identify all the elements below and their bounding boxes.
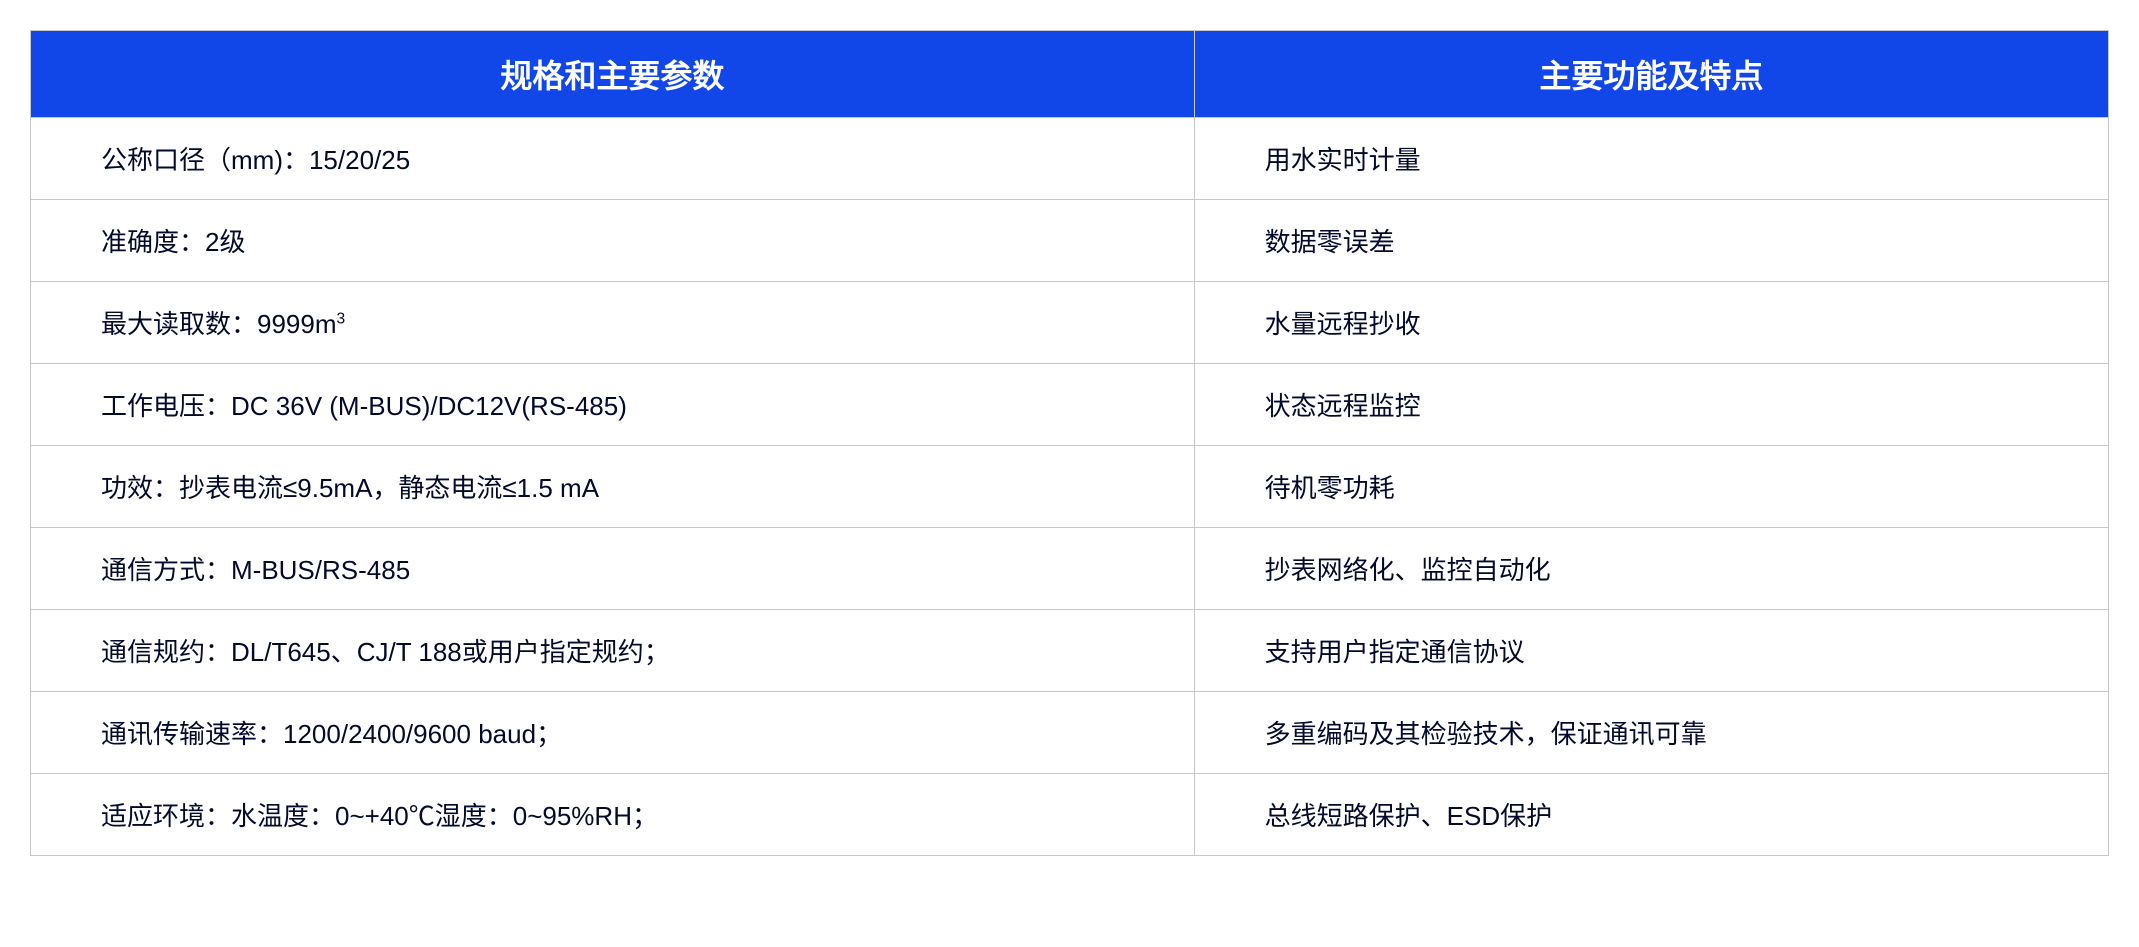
- spec-cell: 通信规约：DL/T645、CJ/T 188或用户指定规约；: [31, 610, 1195, 692]
- feature-cell: 用水实时计量: [1194, 118, 2108, 200]
- column-header-specs: 规格和主要参数: [31, 31, 1195, 118]
- spec-cell: 公称口径（mm)：15/20/25: [31, 118, 1195, 200]
- spec-cell: 功效：抄表电流≤9.5mA，静态电流≤1.5 mA: [31, 446, 1195, 528]
- table-row: 最大读取数：9999m3 水量远程抄收: [31, 282, 2109, 364]
- table-row: 适应环境：水温度：0~+40℃湿度：0~95%RH； 总线短路保护、ESD保护: [31, 774, 2109, 856]
- spec-cell: 通信方式：M-BUS/RS-485: [31, 528, 1195, 610]
- feature-cell: 多重编码及其检验技术，保证通讯可靠: [1194, 692, 2108, 774]
- table-row: 通讯传输速率：1200/2400/9600 baud； 多重编码及其检验技术，保…: [31, 692, 2109, 774]
- table-row: 工作电压：DC 36V (M-BUS)/DC12V(RS-485) 状态远程监控: [31, 364, 2109, 446]
- table-row: 通信规约：DL/T645、CJ/T 188或用户指定规约； 支持用户指定通信协议: [31, 610, 2109, 692]
- table-row: 公称口径（mm)：15/20/25 用水实时计量: [31, 118, 2109, 200]
- feature-cell: 水量远程抄收: [1194, 282, 2108, 364]
- spec-cell: 最大读取数：9999m3: [31, 282, 1195, 364]
- feature-cell: 状态远程监控: [1194, 364, 2108, 446]
- table-header-row: 规格和主要参数 主要功能及特点: [31, 31, 2109, 118]
- feature-cell: 数据零误差: [1194, 200, 2108, 282]
- table-row: 功效：抄表电流≤9.5mA，静态电流≤1.5 mA 待机零功耗: [31, 446, 2109, 528]
- feature-cell: 待机零功耗: [1194, 446, 2108, 528]
- spec-cell: 适应环境：水温度：0~+40℃湿度：0~95%RH；: [31, 774, 1195, 856]
- spec-cell: 准确度：2级: [31, 200, 1195, 282]
- specifications-table: 规格和主要参数 主要功能及特点 公称口径（mm)：15/20/25 用水实时计量…: [30, 30, 2109, 856]
- feature-cell: 支持用户指定通信协议: [1194, 610, 2108, 692]
- column-header-features: 主要功能及特点: [1194, 31, 2108, 118]
- feature-cell: 总线短路保护、ESD保护: [1194, 774, 2108, 856]
- table-row: 通信方式：M-BUS/RS-485 抄表网络化、监控自动化: [31, 528, 2109, 610]
- spec-cell: 通讯传输速率：1200/2400/9600 baud；: [31, 692, 1195, 774]
- spec-cell: 工作电压：DC 36V (M-BUS)/DC12V(RS-485): [31, 364, 1195, 446]
- feature-cell: 抄表网络化、监控自动化: [1194, 528, 2108, 610]
- table-row: 准确度：2级 数据零误差: [31, 200, 2109, 282]
